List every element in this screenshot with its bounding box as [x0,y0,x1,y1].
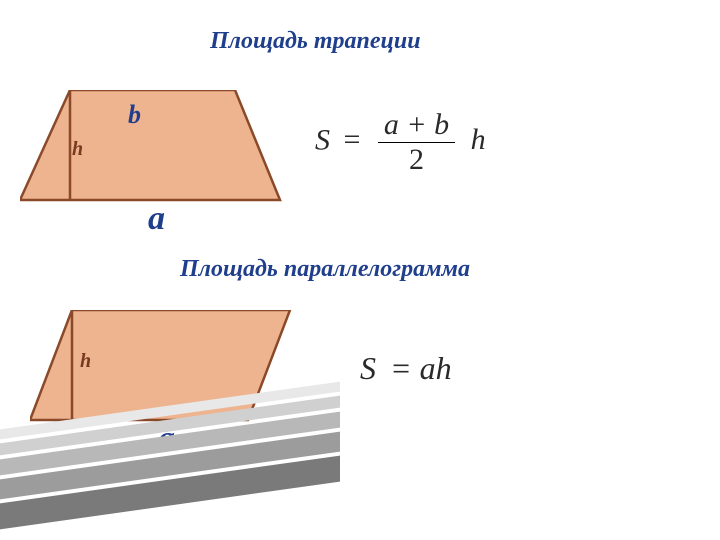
formula-para-S: S [360,350,376,386]
formula-trap-eq: = [344,123,361,156]
formula-trap-den: 2 [378,142,455,177]
parallelogram-polygon [30,310,290,420]
parallelogram-label-a: a [158,420,175,458]
label-a-text-2: a [158,420,175,457]
label-b-text: b [128,100,141,129]
label-a-text: a [148,200,165,237]
formula-trap-h: h [471,123,486,156]
title-parallelogram-text: Площадь параллелограмма [180,256,470,282]
parallelogram-shape [30,310,300,430]
label-h-text: h [72,138,83,160]
trapezoid-label-h: h [72,138,83,161]
title-parallelogram: Площадь параллелограмма [180,256,470,283]
trapezoid-label-b: b [128,100,141,130]
decor-stripe [0,456,340,535]
parallelogram-label-h: h [80,350,91,373]
formula-trap-num: a + b [378,108,455,142]
formula-trapezoid: S = a + b 2 h [315,108,486,177]
formula-trap-fraction: a + b 2 [378,108,455,177]
trapezoid-polygon [20,90,280,200]
formula-parallelogram: S = ah [360,350,452,387]
trapezoid-shape [20,90,290,210]
formula-para-rhs: = ah [390,350,452,386]
title-trapezoid-text: Площадь трапеции [210,28,421,54]
label-h-text-2: h [80,350,91,372]
trapezoid-label-a: a [148,200,165,238]
title-trapezoid: Площадь трапеции [210,28,421,55]
formula-trap-S: S [315,123,330,156]
